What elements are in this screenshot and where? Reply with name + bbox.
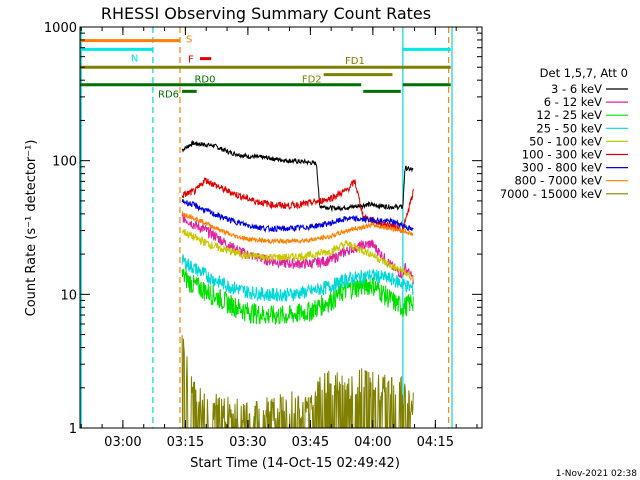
annotation-label-1: N — [131, 53, 138, 64]
series-lines — [181, 140, 414, 428]
x-axis-label: Start Time (14-Oct-15 02:49:42) — [190, 456, 400, 471]
annotation-label-4: FD1 — [345, 56, 365, 67]
annotation-label-5: FD2 — [302, 75, 322, 86]
legend-label-6: 300 - 800 keV — [522, 161, 602, 175]
annotation-label-6: RD0 — [194, 75, 215, 86]
legend-label-2: 12 - 25 keV — [536, 108, 602, 122]
x-tick-label-4: 04:00 — [354, 435, 391, 450]
annotation-label-0: S — [186, 35, 192, 46]
series-line-3 — [181, 254, 414, 302]
annotation-label-3: F — [188, 55, 194, 66]
x-tick-label-0: 03:00 — [104, 435, 141, 450]
legend-label-4: 50 - 100 keV — [529, 134, 602, 148]
series-line-8 — [181, 335, 414, 428]
chart-title: RHESSI Observing Summary Count Rates — [101, 4, 431, 23]
legend-label-1: 6 - 12 keV — [544, 95, 602, 109]
series-line-0 — [181, 140, 414, 213]
y-tick-label-2: 100 — [52, 155, 77, 170]
legend-label-5: 100 - 300 keV — [522, 148, 602, 162]
x-tick-label-2: 03:30 — [229, 435, 266, 450]
x-tick-label-1: 03:15 — [167, 435, 204, 450]
legend-label-0: 3 - 6 keV — [551, 82, 602, 96]
y-tick-label-1: 10 — [60, 288, 77, 303]
legend-label-8: 7000 - 15000 keV — [500, 187, 602, 201]
series-line-4 — [181, 229, 414, 281]
legend-label-3: 25 - 50 keV — [536, 121, 602, 135]
footer-date: 1-Nov-2021 02:38 — [556, 469, 638, 479]
plot-frame — [79, 26, 483, 429]
y-axis-label: Count Rate (s⁻¹ detector⁻¹) — [24, 140, 39, 317]
y-tick-label-0: 1 — [69, 422, 77, 437]
marker-lines — [80, 27, 453, 428]
legend-label-7: 800 - 7000 keV — [514, 174, 602, 188]
legend-title: Det 1,5,7, Att 0 — [540, 66, 628, 80]
series-line-2 — [181, 268, 414, 325]
x-tick-label-5: 04:15 — [417, 435, 454, 450]
x-tick-label-3: 03:45 — [292, 435, 329, 450]
y-tick-label-3: 1000 — [44, 21, 77, 36]
axis-ticks: 1 10 100 1000 03:00 03:15 03:30 03:45 04:00 04:15 — [44, 21, 482, 450]
annotation-bars: S N F FD1 FD2 RD0 RD6 — [80, 35, 451, 100]
series-line-6 — [181, 198, 414, 234]
series-line-7 — [181, 210, 414, 245]
annotation-label-8: RD6 — [158, 89, 179, 100]
